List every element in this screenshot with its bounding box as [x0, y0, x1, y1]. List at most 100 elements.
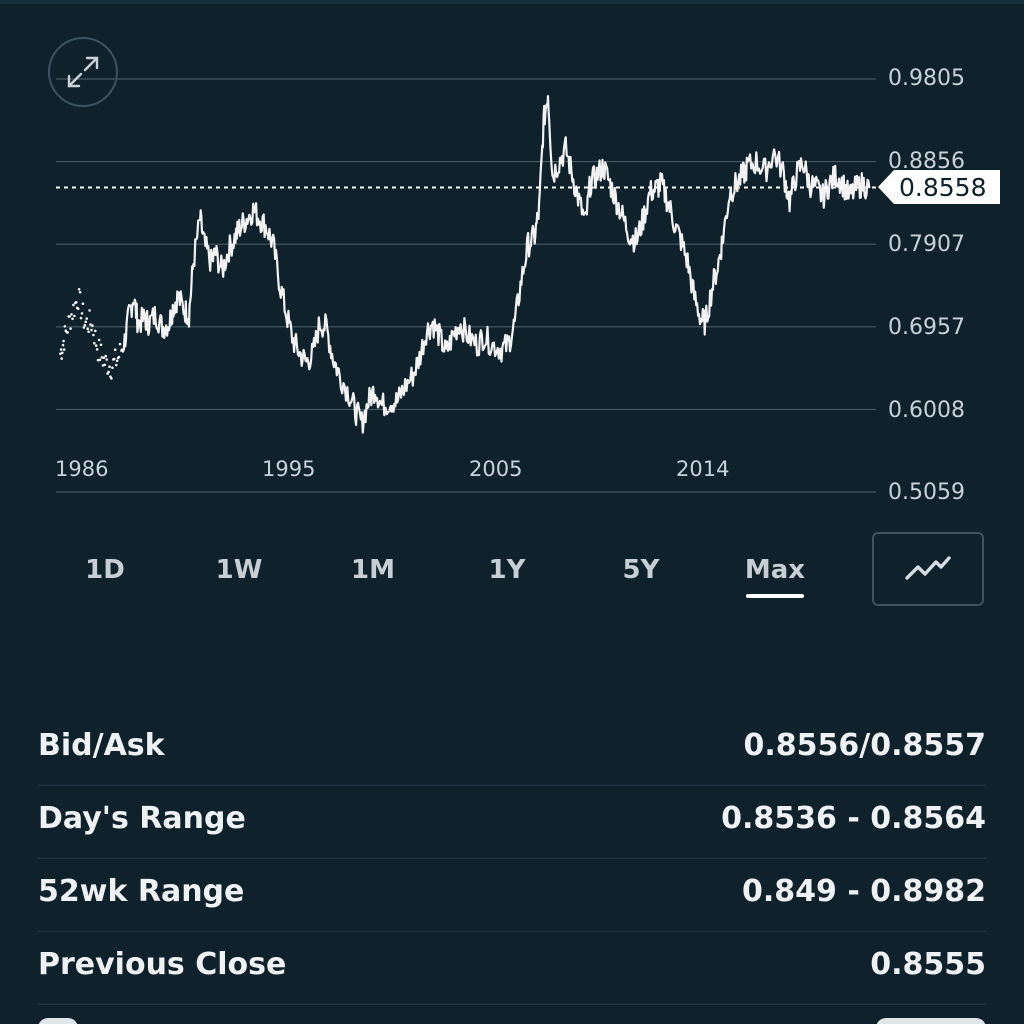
data-point	[89, 323, 92, 326]
tab-1w[interactable]: 1W	[184, 540, 294, 610]
y-tick-label: 0.6957	[888, 315, 965, 340]
active-tab-indicator	[746, 594, 804, 598]
data-point	[111, 366, 114, 370]
tab-label: 1M	[351, 555, 395, 585]
y-axis-labels: 0.9805 0.8856 0.7907 0.6957 0.6008 0.505…	[888, 66, 965, 505]
tab-max[interactable]: Max	[720, 540, 830, 610]
stat-value: 0.8556/0.8557	[743, 728, 987, 763]
grid-lines	[56, 78, 876, 493]
tab-label: Max	[744, 555, 806, 585]
series-line	[119, 95, 871, 434]
data-point	[79, 316, 83, 320]
data-point	[114, 363, 118, 367]
data-point	[115, 359, 119, 363]
expand-chart-button[interactable]	[48, 37, 118, 107]
data-point	[69, 327, 72, 330]
x-axis-labels: 1986 1995 2005 2014	[55, 457, 729, 481]
data-point	[103, 363, 107, 367]
stat-label: Day's Range	[38, 801, 246, 836]
y-tick-label: 0.5059	[888, 480, 965, 505]
data-point	[86, 327, 89, 331]
chart-type-button[interactable]	[872, 532, 984, 606]
data-point	[80, 312, 84, 315]
data-point	[71, 317, 74, 321]
y-tick-label: 0.7907	[888, 232, 965, 257]
tab-5y[interactable]: 5Y	[586, 540, 696, 610]
data-point	[61, 351, 64, 355]
data-point	[94, 344, 98, 347]
data-point	[117, 355, 121, 359]
data-point	[91, 324, 94, 327]
data-point	[62, 348, 66, 351]
current-price-tag: 0.8558	[878, 170, 1000, 204]
tab-label: 1W	[215, 555, 263, 585]
data-point	[70, 313, 73, 316]
data-point	[87, 330, 90, 334]
x-tick-label: 1986	[55, 457, 108, 481]
tab-label: 5Y	[622, 555, 660, 585]
range-tabs: 1D 1W 1M 1Y 5Y Max	[38, 540, 838, 610]
stat-label: 52wk Range	[38, 874, 245, 909]
data-point	[104, 354, 107, 358]
partial-text	[876, 1018, 986, 1024]
data-point	[81, 302, 85, 306]
price-chart[interactable]: 0.9805 0.8856 0.7907 0.6957 0.6008 0.505…	[0, 0, 1024, 520]
stat-row-52wk-range: 52wk Range 0.849 - 0.8982	[38, 858, 986, 931]
tab-1y[interactable]: 1Y	[452, 540, 562, 610]
stat-row-previous-close: Previous Close 0.8555	[38, 931, 986, 1004]
x-tick-label: 2014	[676, 457, 729, 481]
data-point	[83, 323, 87, 327]
data-point	[93, 342, 96, 345]
data-point	[61, 343, 65, 347]
data-point	[85, 317, 88, 320]
data-point	[94, 329, 97, 333]
data-point	[99, 343, 103, 347]
data-point	[75, 301, 78, 304]
x-tick-label: 1995	[262, 457, 315, 481]
data-point	[63, 325, 67, 328]
data-point	[92, 333, 95, 337]
y-tick-label: 0.9805	[888, 66, 965, 91]
data-point	[62, 339, 65, 343]
data-point	[90, 328, 93, 332]
line-chart-icon	[905, 556, 951, 580]
data-point	[88, 309, 91, 312]
top-edge	[0, 0, 1024, 4]
stat-row-bid-ask: Bid/Ask 0.8556/0.8557	[38, 712, 986, 785]
data-point	[77, 288, 81, 291]
tab-1m[interactable]: 1M	[318, 540, 428, 610]
data-point	[84, 320, 88, 324]
current-price-label: 0.8558	[899, 173, 986, 202]
data-point	[76, 307, 80, 311]
next-stat-row-partial	[38, 1008, 986, 1024]
data-point	[110, 377, 113, 380]
tab-1d[interactable]: 1D	[50, 540, 160, 610]
data-point	[97, 338, 101, 342]
data-point	[107, 370, 110, 374]
x-tick-label: 2005	[469, 457, 522, 481]
expand-arrows-icon	[67, 56, 99, 88]
series-layer	[59, 95, 871, 434]
data-point	[118, 342, 122, 346]
stat-value: 0.8536 - 0.8564	[721, 801, 986, 836]
data-point	[68, 315, 71, 318]
data-point	[78, 290, 82, 294]
partial-text	[38, 1018, 78, 1024]
data-point	[105, 358, 108, 361]
data-point	[66, 331, 69, 334]
data-point	[113, 348, 117, 352]
tab-label: 1D	[85, 555, 125, 585]
data-point	[102, 356, 106, 360]
data-point	[113, 357, 116, 361]
stat-value: 0.849 - 0.8982	[742, 874, 986, 909]
stat-label: Bid/Ask	[38, 728, 165, 763]
data-point	[60, 357, 63, 360]
stats-list: Bid/Ask 0.8556/0.8557 Day's Range 0.8536…	[38, 712, 986, 1004]
stat-row-days-range: Day's Range 0.8536 - 0.8564	[38, 785, 986, 858]
stat-label: Previous Close	[38, 947, 287, 982]
y-tick-label: 0.6008	[888, 398, 965, 423]
data-point	[108, 365, 111, 369]
data-point	[59, 348, 63, 351]
data-point	[95, 348, 99, 351]
